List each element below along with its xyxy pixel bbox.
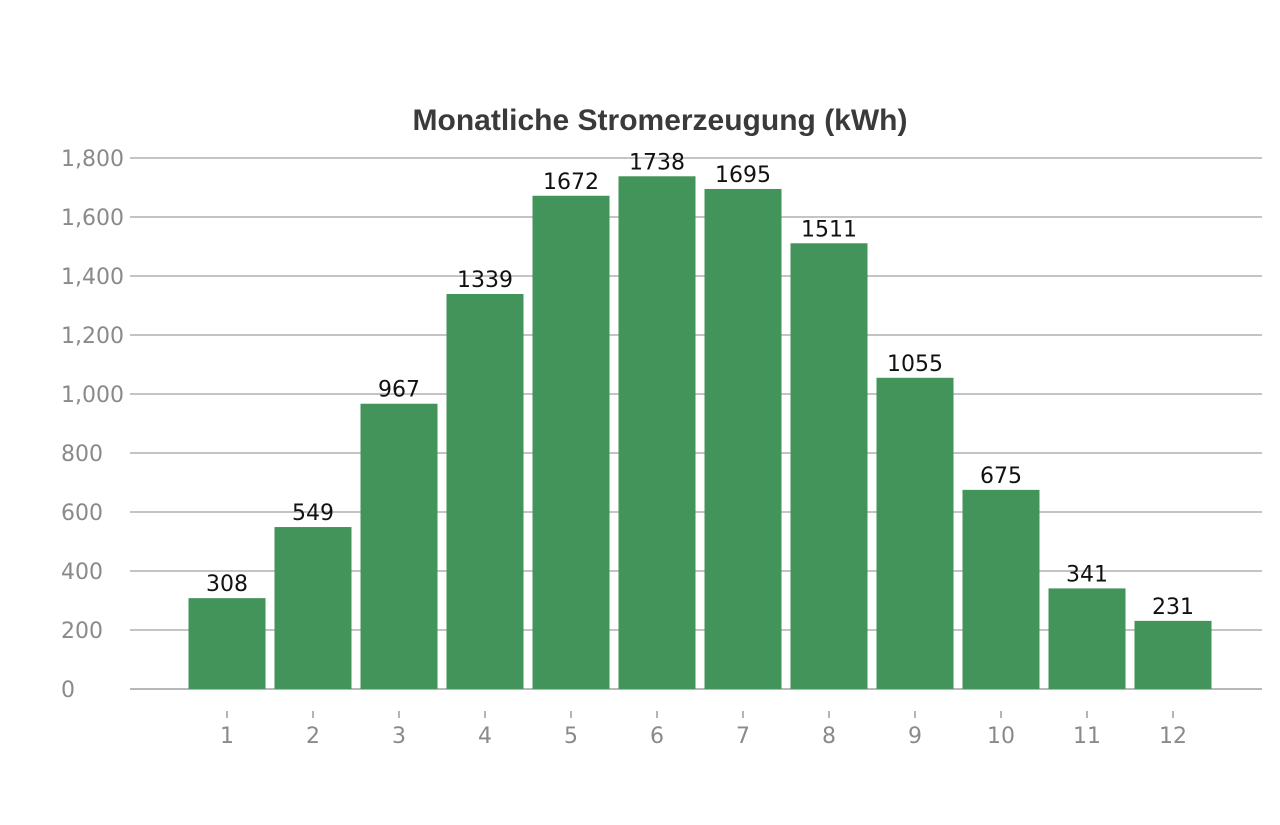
bars — [188, 176, 1212, 690]
bar-value-label: 967 — [378, 378, 420, 403]
bar-value-label: 1738 — [629, 150, 685, 175]
y-tick-label: 1,800 — [61, 147, 124, 172]
bar-value-label: 341 — [1066, 562, 1108, 587]
x-tick-label: 12 — [1159, 724, 1187, 749]
bar-value-label: 231 — [1152, 595, 1194, 620]
x-tick-label: 6 — [650, 724, 664, 749]
x-tick-label: 7 — [736, 724, 750, 749]
x-tick-label: 8 — [822, 724, 836, 749]
y-tick-label: 800 — [61, 442, 103, 467]
bar-value-labels: 308 549 967 1339 1672 1738 1695 1511 1055 675 341 2… — [206, 150, 1194, 620]
bar — [704, 188, 782, 689]
bar — [876, 377, 954, 689]
x-tick-label: 10 — [987, 724, 1015, 749]
bar-value-label: 1339 — [457, 268, 513, 293]
bar-value-label: 675 — [980, 464, 1022, 489]
y-tick-label: 1,200 — [61, 324, 124, 349]
bar-value-label: 549 — [292, 501, 334, 526]
y-tick-label: 1,600 — [61, 206, 124, 231]
y-tick-label: 600 — [61, 501, 103, 526]
x-tick-label: 9 — [908, 724, 922, 749]
bar-value-label: 1672 — [543, 170, 599, 195]
y-axis-labels: 0 200 400 600 800 1,000 1,200 1,400 1,600 1,800 — [61, 147, 124, 703]
bar-value-label: 1055 — [887, 352, 943, 377]
bar — [790, 243, 868, 689]
bar — [274, 527, 352, 689]
bar — [618, 176, 696, 690]
chart-title: Monatliche Stromerzeugung (kWh) — [413, 104, 908, 137]
y-tick-label: 0 — [61, 678, 75, 703]
bar — [446, 293, 524, 689]
x-tick-label: 11 — [1073, 724, 1101, 749]
x-tick-label: 5 — [564, 724, 578, 749]
bar — [1048, 588, 1126, 689]
x-tick-label: 2 — [306, 724, 320, 749]
bar — [360, 403, 438, 689]
bar-value-label: 1695 — [715, 163, 771, 188]
bar — [1134, 620, 1212, 689]
bar-value-label: 1511 — [801, 217, 857, 242]
y-tick-label: 400 — [61, 560, 103, 585]
bar-value-label: 308 — [206, 572, 248, 597]
x-axis: 1 2 3 4 5 6 7 8 9 10 11 12 — [220, 711, 1187, 749]
x-tick-label: 3 — [392, 724, 406, 749]
bar — [532, 195, 610, 689]
bar — [188, 598, 266, 689]
bar — [962, 489, 1040, 689]
y-tick-label: 1,400 — [61, 265, 124, 290]
y-tick-label: 1,000 — [61, 383, 124, 408]
x-tick-label: 4 — [478, 724, 492, 749]
y-tick-label: 200 — [61, 619, 103, 644]
x-tick-label: 1 — [220, 724, 234, 749]
